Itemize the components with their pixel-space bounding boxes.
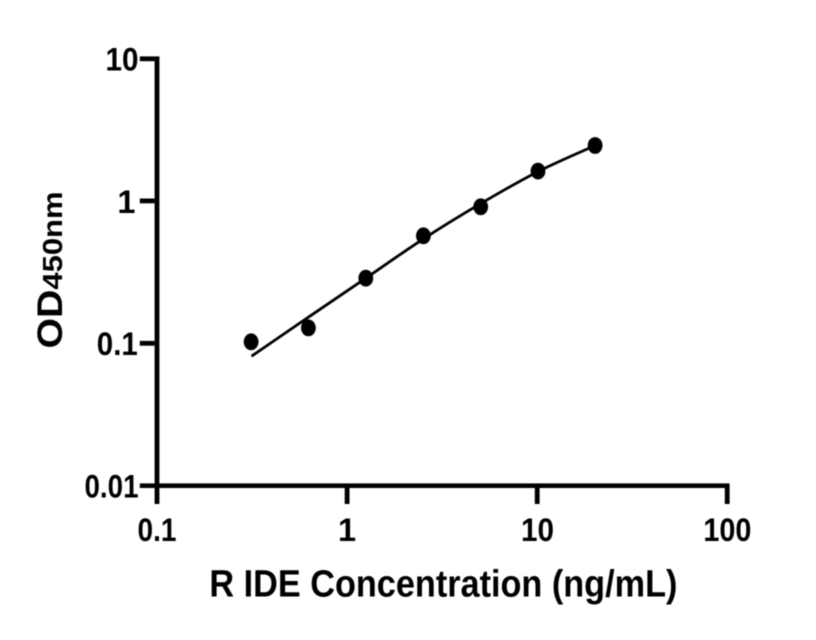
svg-text:OD450nm: OD450nm — [30, 192, 70, 349]
svg-text:R IDE Concentration (ng/mL): R IDE Concentration (ng/mL) — [209, 564, 677, 606]
svg-text:1: 1 — [338, 512, 356, 548]
svg-text:0.1: 0.1 — [97, 326, 138, 362]
svg-text:1: 1 — [117, 184, 135, 220]
svg-text:100: 100 — [703, 512, 751, 548]
svg-text:0.01: 0.01 — [85, 469, 139, 505]
svg-text:10: 10 — [521, 512, 554, 548]
svg-text:10: 10 — [106, 42, 139, 78]
svg-text:0.1: 0.1 — [138, 512, 177, 548]
